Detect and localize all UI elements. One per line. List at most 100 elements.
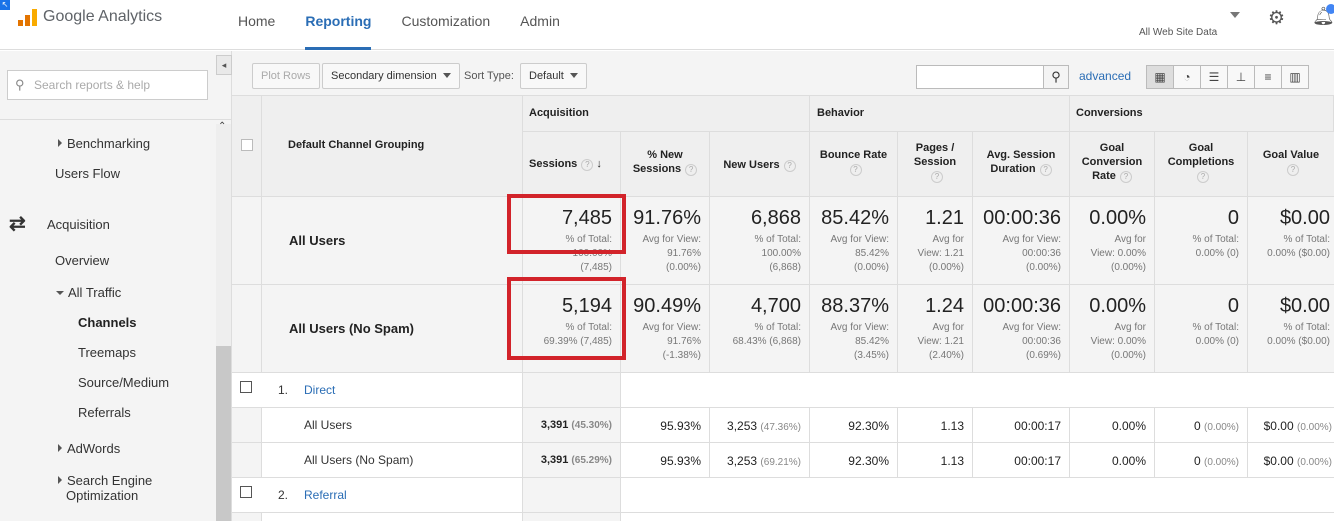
metric-value: 6,868 [750,207,801,229]
conversions-group-header: Conversions [1070,96,1334,132]
sessions-highlight-cell [522,373,621,407]
sort-type-dropdown[interactable]: Default [520,63,587,89]
metric-value: 95.93% [660,419,701,433]
comparison-view-icon[interactable]: ⊥ [1227,65,1255,89]
metric-value: 0.00% [1089,295,1146,317]
new-sessions-cell: 95.93% [621,443,710,477]
metric-subtext: Avg for View: 91.76% (0.00%) [642,234,701,273]
nav-home[interactable]: Home [238,13,276,29]
summary-spacer [232,285,262,373]
behavior-group-header: Behavior [810,96,1070,132]
caret-right-icon [58,476,62,484]
column-header-goal-completions[interactable]: Goal Completions? [1155,132,1248,197]
advanced-filter-link[interactable]: advanced [1079,69,1132,83]
metric-subtext: % of Total: 69.39% (7,485) [543,322,612,347]
column-header-goal-value[interactable]: Goal Value? [1248,132,1334,197]
sidebar-item-seo[interactable]: Search Engine [58,473,152,488]
column-header-pages-session[interactable]: Pages / Session? [898,132,973,197]
channel-link-referral[interactable]: Referral [304,488,347,502]
summary-goal-conversion-rate: 0.00% Avg for View: 0.00% (0.00%) [1070,285,1155,373]
pivot-view-icon[interactable]: ▥ [1281,65,1309,89]
group-label: Conversions [1076,107,1143,119]
sidebar-item-acquisition[interactable]: Acquisition [47,217,110,232]
metric-percent: (69.21%) [760,457,801,468]
help-icon[interactable]: ? [1197,171,1209,183]
help-icon[interactable]: ? [1287,164,1299,176]
sidebar-item-channels[interactable]: Channels [78,315,137,330]
column-header-avg-session-duration[interactable]: Avg. Session Duration? [973,132,1070,197]
collapse-sidebar-button[interactable]: ◂ [216,55,232,75]
scroll-up-icon[interactable]: ⌃ [218,121,227,132]
sort-descending-icon[interactable]: ↓ [596,158,602,170]
account-selector[interactable]: All Web Site Data [1139,27,1218,38]
column-label: Duration [990,163,1036,175]
help-icon[interactable]: ? [931,171,943,183]
nav-admin[interactable]: Admin [520,13,560,29]
percentage-view-icon[interactable]: ◔ [1173,65,1201,89]
channel-link-direct[interactable]: Direct [304,383,336,397]
column-header-bounce-rate[interactable]: Bounce Rate? [810,132,898,197]
select-all-checkbox[interactable] [241,139,253,151]
sidebar-item-label: All Traffic [68,285,122,300]
table-row: 2. Referral [232,478,1334,513]
metric-subtext: Avg for View: 1.21 (2.40%) [917,322,964,361]
gear-icon[interactable]: ⚙ [1268,8,1286,29]
sidebar-item-treemaps[interactable]: Treemaps [78,345,137,360]
row-checkbox[interactable] [240,486,252,498]
help-icon[interactable]: ? [581,159,594,171]
table-search-icon[interactable]: ⚲ [1043,65,1069,89]
plot-rows-button[interactable]: Plot Rows [252,63,320,89]
help-icon[interactable]: ? [1039,164,1052,176]
summary-row-label: All Users (No Spam) [262,285,523,373]
sidebar-item-users-flow[interactable]: Users Flow [55,166,121,181]
nav-reporting[interactable]: Reporting [305,0,372,50]
help-icon[interactable]: ? [783,160,796,172]
help-icon[interactable]: ? [1119,171,1132,183]
metric-value: 1.13 [940,454,964,468]
summary-new-sessions: 90.49% Avg for View: 91.76% (-1.38%) [621,285,710,373]
sidebar-item-source-medium[interactable]: Source/Medium [78,375,170,390]
corner-arrow-icon[interactable]: ↖ [0,0,10,10]
sidebar-item-adwords[interactable]: AdWords [58,441,120,456]
help-icon[interactable]: ? [849,164,862,176]
column-header-new-users[interactable]: New Users? [710,132,810,197]
nav-customization[interactable]: Customization [401,13,491,29]
term-cloud-view-icon[interactable]: ≡ [1254,65,1282,89]
sidebar-item-referrals[interactable]: Referrals [78,405,131,420]
secondary-dimension-dropdown[interactable]: Secondary dimension [322,63,460,89]
metric-subtext: % of Total: 0.00% (0) [1192,322,1239,347]
summary-new-users: 4,700 % of Total: 68.43% (6,868) [710,285,810,373]
column-header-sessions[interactable]: Sessions? ↓ [523,132,621,197]
summary-spacer [232,197,262,285]
segment-name: All Users (No Spam) [289,321,414,336]
acquisition-icon: ⇄ [9,213,26,235]
column-label: Completions [1167,156,1235,168]
row-checkbox[interactable] [240,381,252,393]
column-header-new-sessions[interactable]: % New Sessions? [621,132,710,197]
sidebar-item-seo-line2[interactable]: Optimization [66,488,139,503]
dimension-header-label: Default Channel Grouping [288,139,425,151]
main-nav: Home Reporting Customization Admin [238,0,590,50]
performance-view-icon[interactable]: ☰ [1200,65,1228,89]
sidebar-item-overview[interactable]: Overview [55,253,110,268]
table-filter-input[interactable] [916,65,1044,89]
data-table-view-icon[interactable]: ▦ [1146,65,1174,89]
google-analytics-logo[interactable]: Google Analytics [18,8,162,26]
account-dropdown-icon[interactable] [1230,12,1240,18]
help-icon[interactable]: ? [685,164,698,176]
metric-value: 91.76% [633,207,701,229]
bounce-rate-cell: 92.30% [810,443,898,477]
metric-value: 0.00% [1111,419,1146,433]
metric-value: 00:00:17 [1014,454,1061,468]
sidebar-item-benchmarking[interactable]: Benchmarking [58,136,150,151]
column-header-goal-conversion-rate[interactable]: Goal Conversion Rate? [1070,132,1155,197]
metric-value: $0.00 [1279,295,1330,317]
row-spacer [232,443,262,477]
column-label: Goal Value [1262,149,1320,161]
metric-value: 88.37% [821,295,889,317]
sidebar-item-all-traffic[interactable]: All Traffic [56,285,121,300]
search-reports-input[interactable]: ⚲ Search reports & help [7,70,208,100]
dimension-header[interactable]: Default Channel Grouping [262,96,523,197]
sidebar-scroll-thumb[interactable] [216,346,231,521]
bounce-rate-cell: 92.30% [810,408,898,442]
